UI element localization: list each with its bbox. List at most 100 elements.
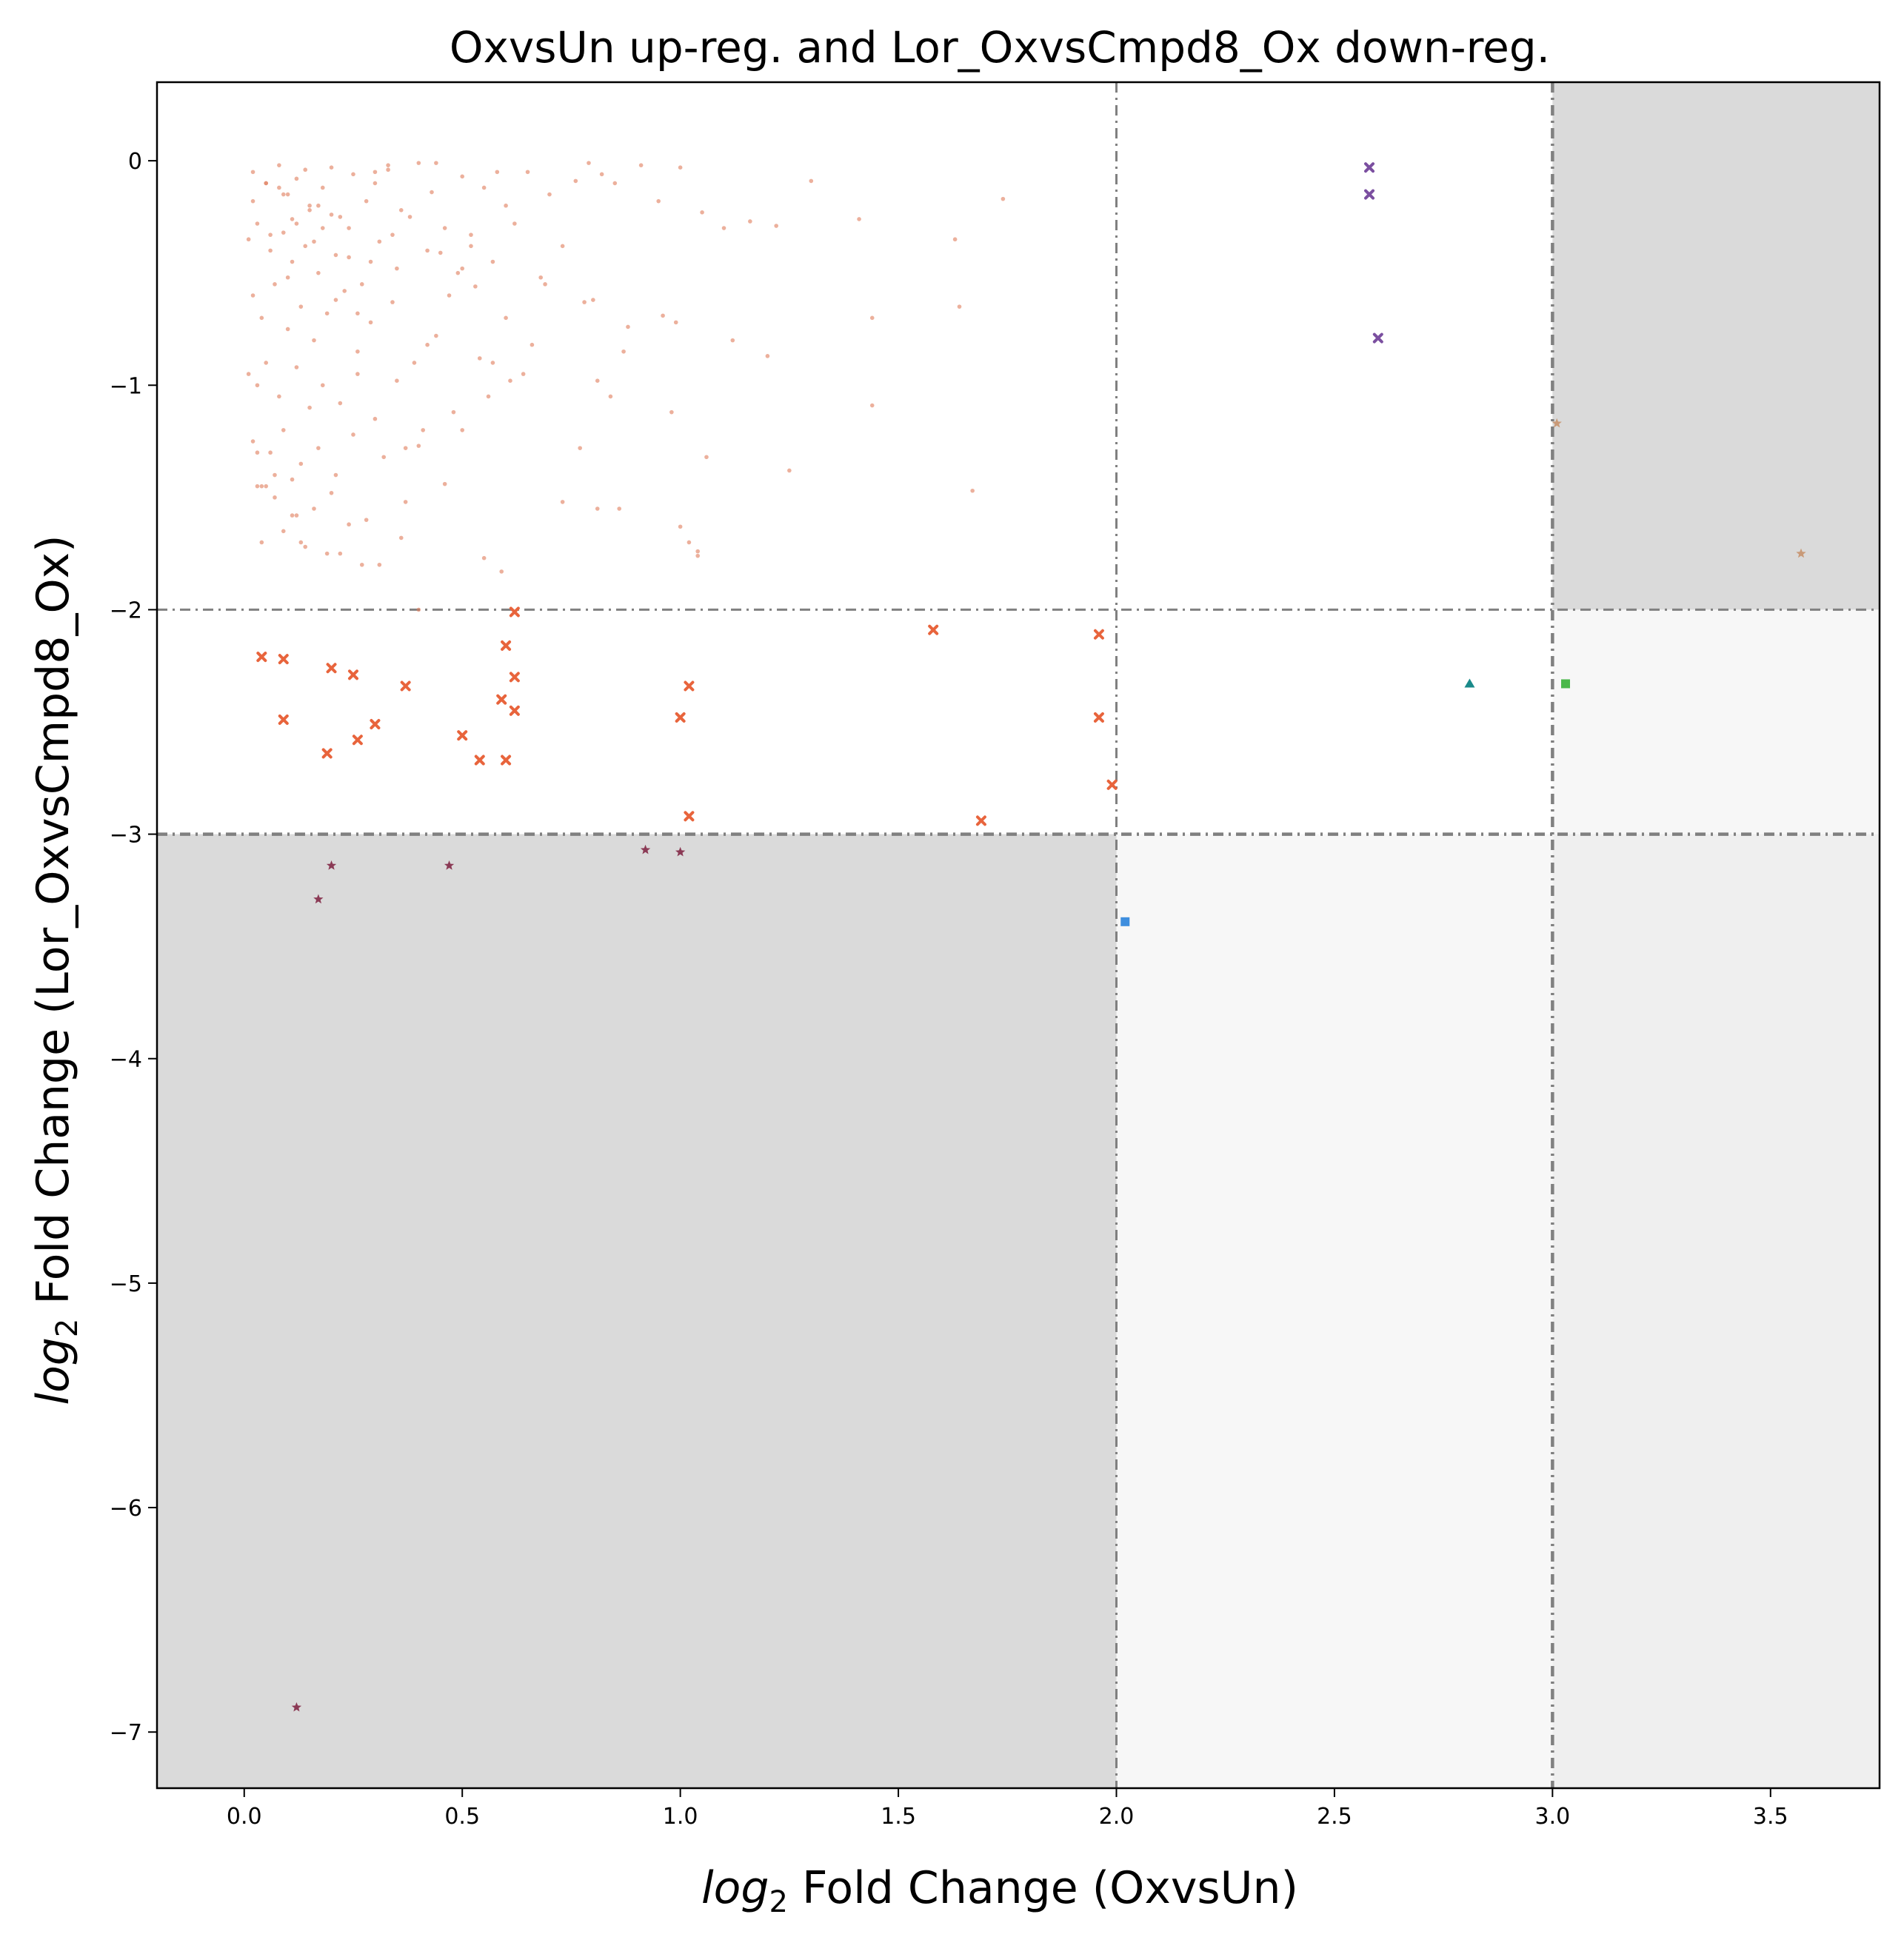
data-point-0 (678, 524, 683, 529)
data-point-1 (1093, 712, 1104, 723)
data-point-0 (285, 275, 290, 280)
x-tick-label: 0.5 (444, 1804, 480, 1830)
data-point-0 (434, 333, 438, 338)
data-point-1 (321, 748, 333, 759)
data-point-0 (368, 259, 373, 264)
data-point-0 (333, 252, 338, 258)
data-point-0 (250, 170, 255, 175)
data-point-0 (599, 172, 604, 177)
x-tick-label: 0.0 (227, 1804, 262, 1830)
data-point-0 (294, 365, 299, 369)
data-point-0 (595, 506, 600, 511)
data-point-0 (695, 549, 700, 554)
data-point-0 (264, 484, 269, 489)
data-point-0 (290, 259, 295, 264)
y-axis-label: log2 Fold Change (Lor_OxvsCmpd8_Ox) (27, 535, 84, 1405)
data-point-0 (573, 178, 578, 184)
data-point-0 (364, 518, 369, 522)
data-point-1 (509, 672, 520, 683)
data-point-0 (290, 477, 295, 482)
data-point-0 (430, 190, 434, 195)
data-point-0 (504, 315, 508, 321)
data-point-0 (774, 224, 778, 228)
data-point-0 (421, 428, 426, 432)
data-point-0 (303, 544, 308, 549)
y-axis-ticks: 0 −1 −2 −3 −4 −5 −6 −7 (110, 149, 157, 1746)
data-point-1 (675, 712, 686, 723)
x-axis-label-log: log (701, 1862, 769, 1914)
data-point-1 (1093, 629, 1104, 640)
data-point-0 (320, 185, 325, 190)
data-point-0 (512, 221, 517, 226)
data-point-0 (957, 304, 962, 309)
data-point-3 (313, 894, 324, 904)
data-point-0 (661, 313, 665, 318)
data-point-0 (412, 361, 417, 365)
data-point-0 (525, 170, 530, 175)
plot-frame (156, 81, 1881, 1790)
data-point-0 (390, 232, 395, 237)
data-point-0 (560, 244, 565, 249)
shaded-region-4 (1552, 834, 1880, 1788)
data-point-0 (381, 455, 387, 460)
chart-title: OxvsUn up-reg. and Lor_OxvsCmpd8_Ox down… (450, 22, 1550, 73)
data-point-0 (626, 324, 630, 329)
data-point-0 (578, 446, 582, 450)
data-point-0 (377, 562, 382, 567)
data-point-0 (582, 300, 587, 304)
data-point-0 (259, 484, 264, 489)
data-point-1 (352, 735, 363, 746)
data-point-0 (530, 342, 535, 347)
data-point-0 (416, 607, 421, 612)
x-tick-label: 3.0 (1534, 1804, 1570, 1830)
data-point-1 (370, 719, 381, 730)
data-point-0 (469, 232, 473, 237)
data-point-0 (765, 354, 770, 358)
data-point-0 (259, 540, 264, 545)
data-point-1 (278, 714, 289, 725)
data-point-1 (496, 694, 507, 705)
data-point-1 (509, 705, 520, 716)
data-point-0 (390, 300, 395, 304)
data-point-2 (1364, 189, 1375, 200)
data-point-0 (307, 208, 312, 213)
data-point-1 (278, 654, 289, 665)
data-point-0 (368, 320, 373, 325)
x-tick-label: 2.0 (1099, 1804, 1135, 1830)
data-point-0 (347, 226, 351, 230)
data-point-0 (469, 244, 473, 249)
data-point-0 (477, 356, 482, 361)
data-point-0 (398, 535, 404, 541)
data-point-0 (316, 203, 321, 208)
data-point-0 (316, 270, 321, 275)
shaded-region-2 (1116, 834, 1553, 1788)
y-tick-label: −5 (110, 1271, 142, 1297)
data-point-0 (560, 500, 565, 504)
data-point-0 (434, 161, 438, 165)
x-tick-label: 1.0 (663, 1804, 698, 1830)
data-point-5 (1464, 678, 1475, 688)
data-point-0 (307, 203, 312, 208)
y-tick-label: −3 (110, 823, 142, 849)
shaded-region-1 (1552, 82, 1880, 610)
y-tick-label: −6 (110, 1496, 142, 1522)
x-axis-label-sub: 2 (769, 1885, 787, 1919)
data-point-0 (521, 372, 526, 376)
data-point-3 (640, 844, 651, 854)
shaded-regions (157, 82, 1880, 1788)
data-point-1 (347, 669, 358, 680)
data-point-0 (333, 472, 338, 478)
data-point-0 (324, 551, 330, 556)
data-point-0 (250, 198, 255, 204)
x-axis-label-text: Fold Change (OxvsUn) (788, 1862, 1298, 1914)
data-point-0 (290, 513, 295, 518)
data-point-0 (495, 170, 500, 175)
data-point-0 (486, 394, 491, 399)
x-axis-ticks: 0.0 0.5 1.0 1.5 2.0 2.5 3.0 3.5 (227, 1788, 1788, 1830)
y-axis-label-log: log (27, 1337, 79, 1405)
data-point-0 (316, 446, 321, 450)
data-point-0 (857, 217, 861, 221)
data-point-0 (695, 553, 700, 558)
data-point-0 (403, 500, 408, 504)
